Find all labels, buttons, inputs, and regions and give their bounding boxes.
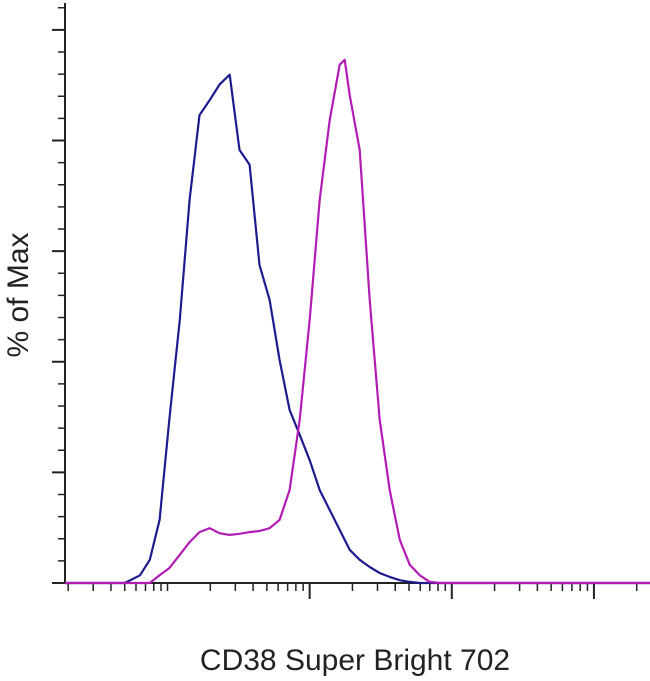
x-axis-label: CD38 Super Bright 702 <box>200 644 510 677</box>
y-axis-label: % of Max <box>2 232 35 357</box>
series-line <box>65 58 650 585</box>
series-line <box>65 73 650 585</box>
